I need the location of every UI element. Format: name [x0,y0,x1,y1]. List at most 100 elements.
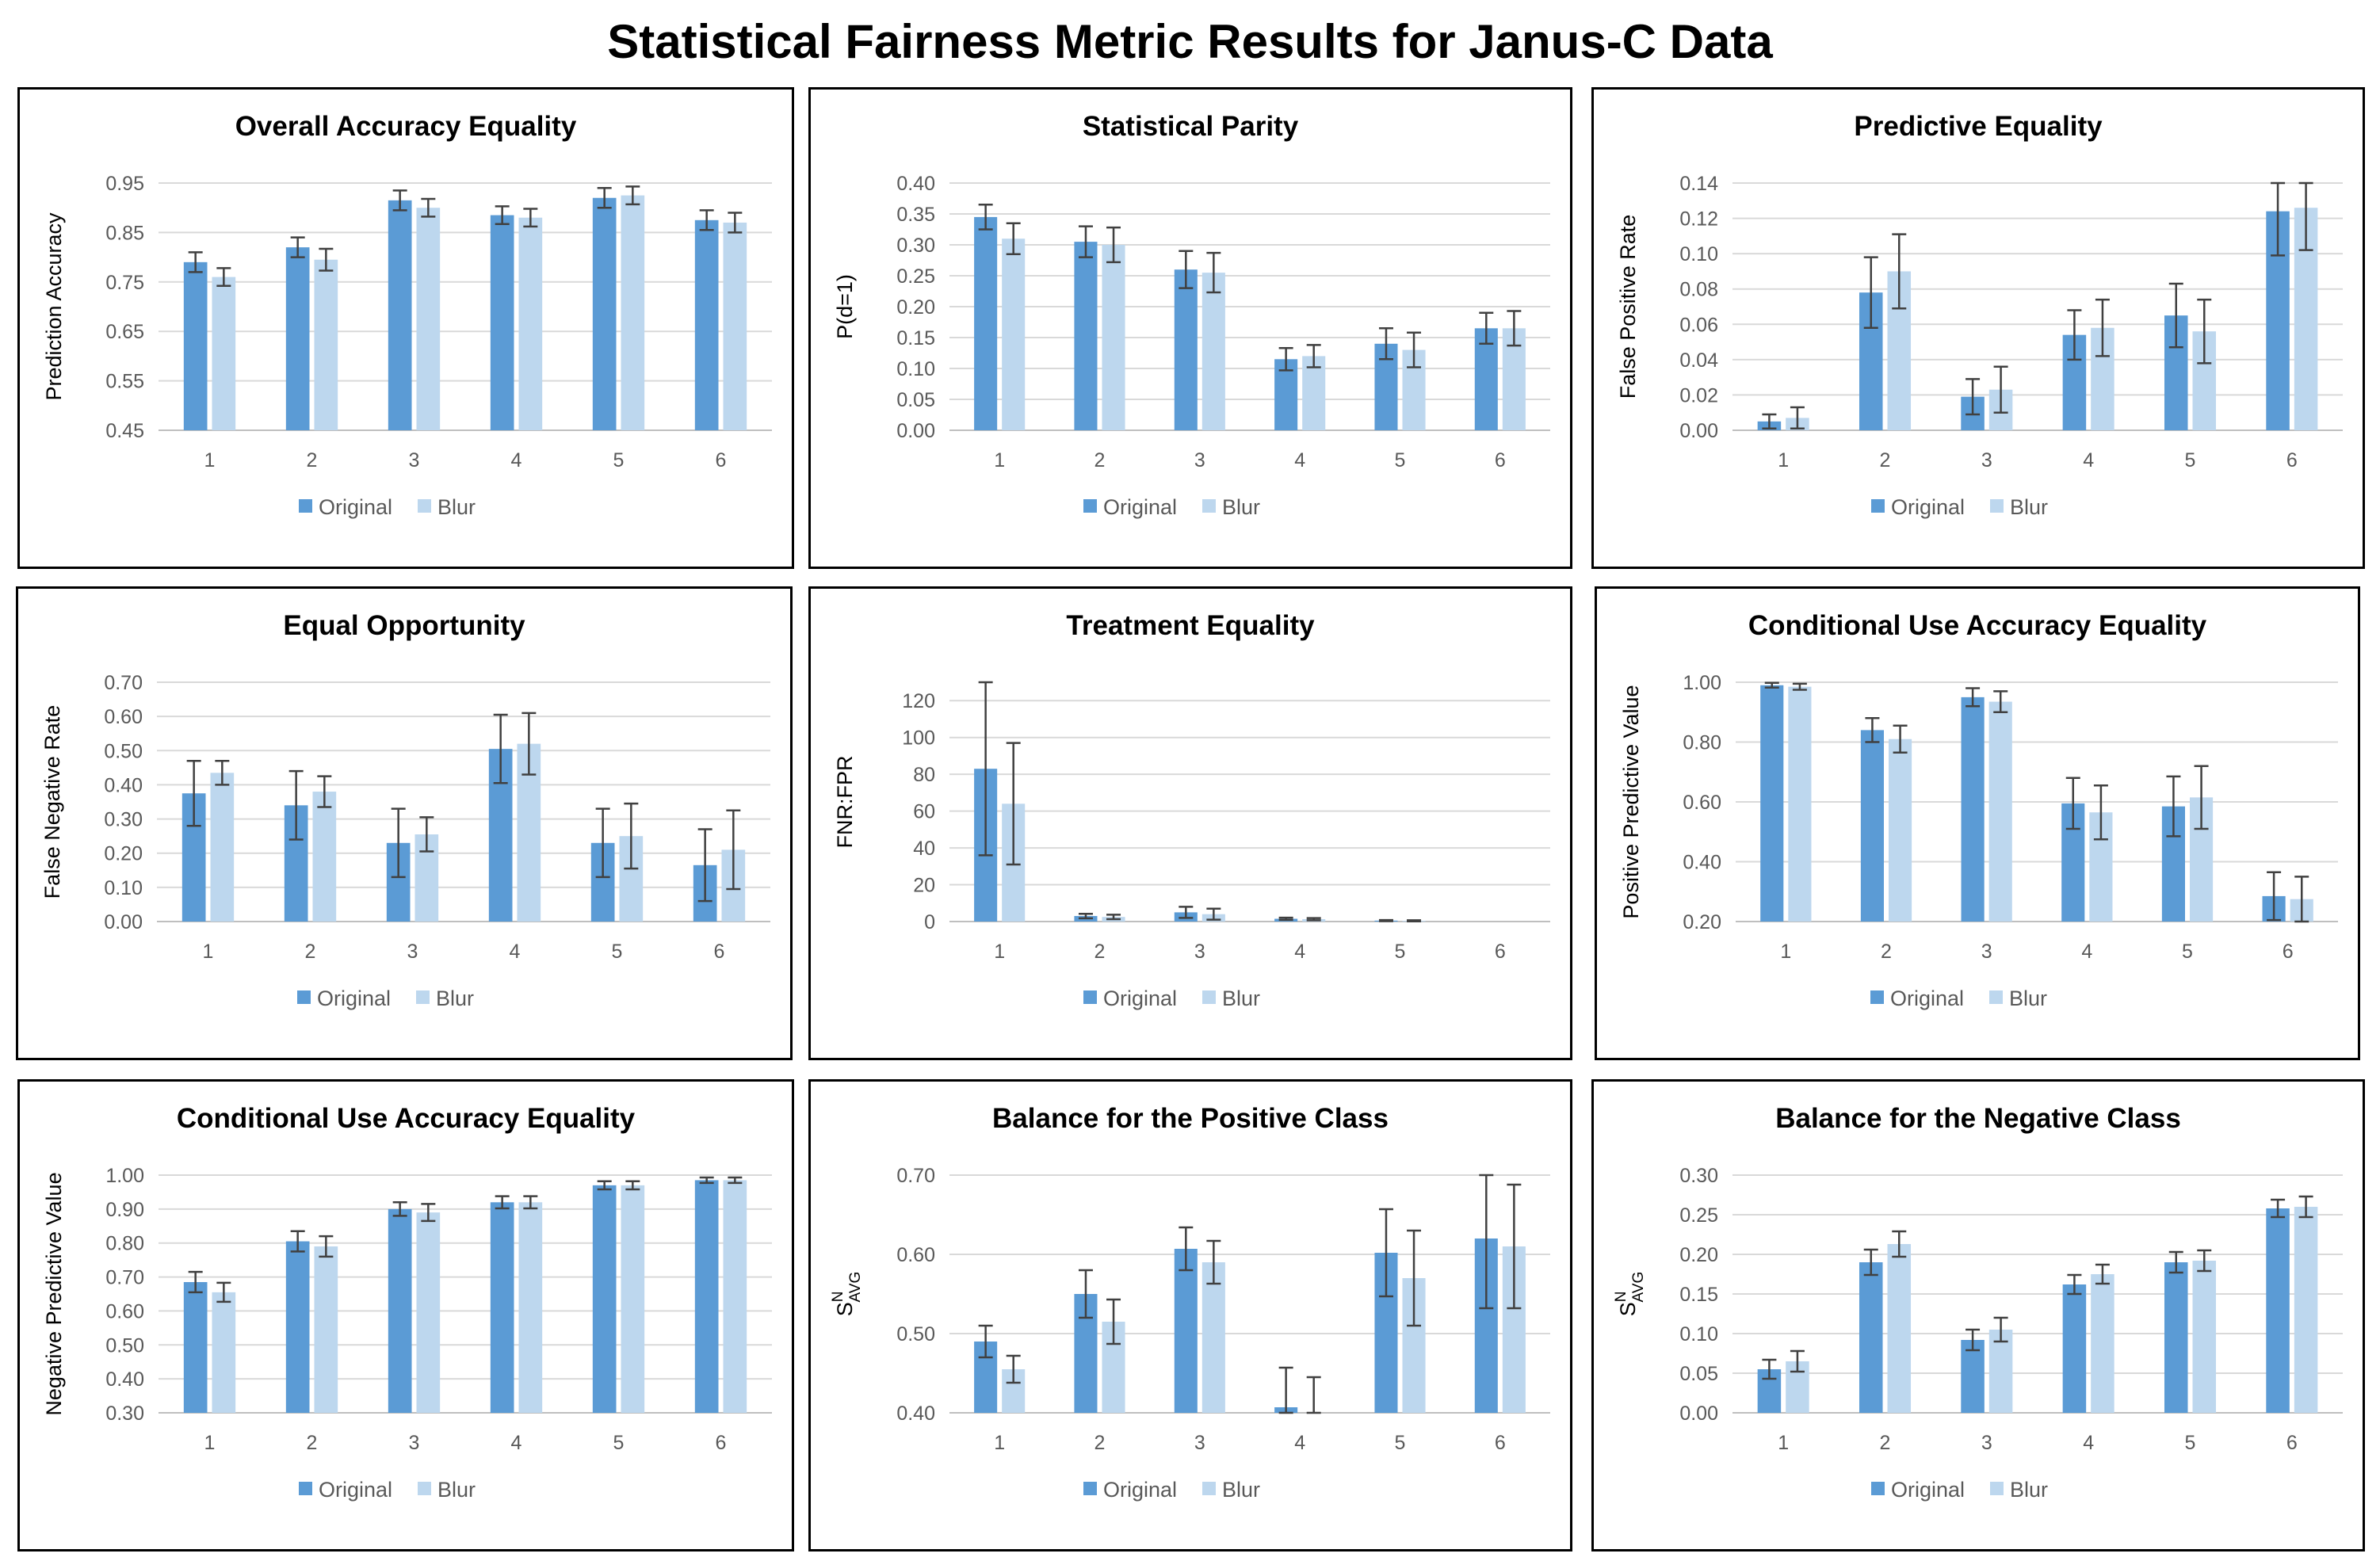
legend-swatch-blur [418,499,431,513]
x-tick-label: 3 [1194,1432,1205,1454]
y-tick-label: 0.45 [105,420,144,442]
y-tick-label: 0.08 [1679,279,1718,301]
x-tick-label: 2 [307,1432,318,1454]
y-tick-label: 0.15 [1679,1284,1718,1306]
legend-label-original: Original [1103,1478,1177,1502]
x-tick-label: 2 [1880,449,1891,471]
x-tick-label: 6 [2286,1432,2298,1454]
x-tick-label: 5 [2185,1432,2196,1454]
x-tick-label: 1 [1780,941,1791,963]
legend-swatch-blur [1202,990,1216,1004]
x-tick-label: 5 [2182,941,2193,963]
legend-swatch-original [1083,990,1097,1004]
chart-svg: Balance for the Positive Class 0.40 0.50 0.… [830,1103,1550,1502]
y-axis-label: P(d=1) [833,274,857,339]
legend-label-blur: Blur [2010,1478,2048,1502]
legend: Original Blur [1083,1478,1260,1502]
bar-blur [1002,239,1026,430]
chart-panel-balance-positive: Balance for the Positive Class 0.40 0.50 0.… [808,1079,1572,1551]
legend: Original Blur [299,1478,476,1502]
bar-original [592,1185,617,1413]
y-tick-label: 0.70 [104,672,143,694]
legend-label-blur: Blur [437,495,476,519]
x-tick-label: 1 [203,941,214,963]
legend-swatch-original [1871,1482,1885,1495]
y-tick-label: 0.10 [104,877,143,899]
y-tick-label: 0.10 [896,358,935,380]
legend: Original Blur [1083,495,1260,519]
legend-swatch-blur [416,990,430,1004]
bar-blur [212,277,236,430]
chart-panel-balance-negative: Balance for the Negative Class 0.00 0.05 0.… [1591,1079,2365,1551]
legend-label-original: Original [317,987,391,1010]
y-tick-label: 0.10 [1679,243,1718,265]
y-tick-label: 0.40 [1683,852,1721,874]
y-tick-label: 0.00 [1679,1403,1718,1425]
bar-blur [212,1292,236,1413]
legend-label-original: Original [319,495,392,519]
y-tick-label: 0.80 [1683,732,1721,754]
legend-swatch-original [1083,499,1097,513]
x-tick-label: 3 [1981,1432,1992,1454]
bar-original [183,1282,208,1413]
x-tick-label: 4 [1294,941,1305,963]
y-axis-label: False Negative Rate [40,705,64,899]
y-tick-label: 0.90 [105,1199,144,1221]
y-tick-label: 0.75 [105,272,144,294]
bar-blur [723,1180,747,1413]
chart-panel-equal-opportunity: Equal Opportunity 0.00 0.10 0.20 0.30 0.40 0.5… [16,586,793,1060]
y-tick-label: 0.80 [105,1233,144,1255]
x-tick-label: 3 [409,449,420,471]
y-tick-label: 1.00 [105,1165,144,1187]
legend-swatch-blur [418,1482,431,1495]
y-tick-label: 0.65 [105,321,144,343]
y-tick-label: 0.95 [105,173,144,195]
x-tick-label: 5 [1395,449,1406,471]
x-tick-label: 5 [612,941,623,963]
chart-panel-statistical-parity: Statistical Parity 0.00 0.05 0.10 0.15 0.20 0.… [808,87,1572,569]
y-tick-label: 1.00 [1683,672,1721,694]
bar-original [694,1180,719,1413]
y-tick-label: 0.40 [896,1403,935,1425]
legend-label-original: Original [1103,495,1177,519]
y-tick-label: 0.05 [1679,1363,1718,1385]
x-tick-label: 2 [305,941,316,963]
y-tick-label: 0.00 [896,420,935,442]
x-tick-label: 1 [1778,449,1789,471]
x-tick-label: 3 [409,1432,420,1454]
x-tick-label: 6 [716,1432,727,1454]
y-tick-label: 0.15 [896,327,935,349]
chart-svg: Overall Accuracy Equality 0.45 0.55 0.65 0.7… [42,111,772,519]
y-tick-label: 0.55 [105,371,144,393]
bar-blur [312,792,337,922]
y-tick-label: 0.06 [1679,314,1718,336]
y-tick-label: 0.60 [896,1244,935,1266]
legend-label-blur: Blur [437,1478,476,1502]
y-tick-label: 0.85 [105,222,144,244]
y-tick-label: 0.60 [105,1300,144,1322]
bar-original [1174,269,1198,430]
bar-original [592,197,617,430]
bar-original [1859,1262,1883,1413]
legend-label-original: Original [1890,987,1964,1010]
y-tick-label: 0.05 [896,389,935,411]
chart-title: Treatment Equality [1066,610,1315,641]
x-tick-label: 4 [1294,449,1305,471]
bar-original [490,1202,514,1413]
x-tick-label: 5 [613,449,625,471]
y-tick-label: 60 [913,801,935,823]
y-tick-label: 0.70 [896,1165,935,1187]
bar-blur [518,1202,543,1413]
bar-blur [1788,686,1812,922]
y-tick-label: 0.50 [104,740,143,762]
bar-original [388,200,412,430]
chart-panel-npv: Conditional Use Accuracy Equality 0.30 0.4… [17,1079,794,1551]
legend-swatch-blur [1989,990,2003,1004]
x-tick-label: 1 [994,1432,1005,1454]
x-tick-label: 1 [204,1432,216,1454]
y-axis-label: Positive Predictive Value [1619,685,1643,918]
x-tick-label: 3 [1981,941,1992,963]
y-tick-label: 0.30 [105,1403,144,1425]
legend: Original Blur [1871,495,2048,519]
bar-blur [2294,1207,2318,1413]
